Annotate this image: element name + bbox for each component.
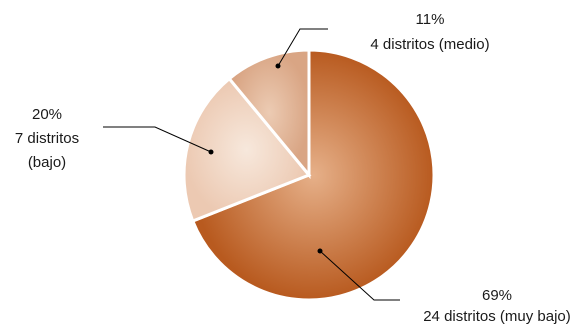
label-text-bajo-line2: (bajo): [28, 154, 66, 171]
slice-labels: 11% 4 distritos (medio) 20% 7 distritos …: [15, 11, 571, 325]
leader-line-muy-bajo: [319, 250, 400, 301]
pie-slice-bajo: [182, 76, 312, 223]
leader-line-bajo: [103, 126, 212, 153]
label-pct-bajo: 20%: [32, 106, 62, 123]
pie-slice-medio: [227, 48, 311, 180]
label-text-medio: 4 distritos (medio): [370, 36, 489, 53]
leader-lines: [103, 28, 400, 301]
leader-dot-medio: [275, 63, 281, 69]
pie-slices: [182, 48, 436, 302]
leader-dot-bajo: [208, 149, 214, 155]
label-pct-medio: 11%: [416, 11, 445, 28]
label-text-bajo-line1: 7 distritos: [15, 130, 79, 147]
pie-slice-muy-bajo: [190, 48, 436, 302]
label-pct-muy-bajo: 69%: [482, 287, 512, 304]
label-text-muy-bajo: 24 distritos (muy bajo): [423, 308, 571, 325]
leader-dot-muy-bajo: [317, 248, 323, 254]
leader-line-medio: [277, 28, 328, 67]
